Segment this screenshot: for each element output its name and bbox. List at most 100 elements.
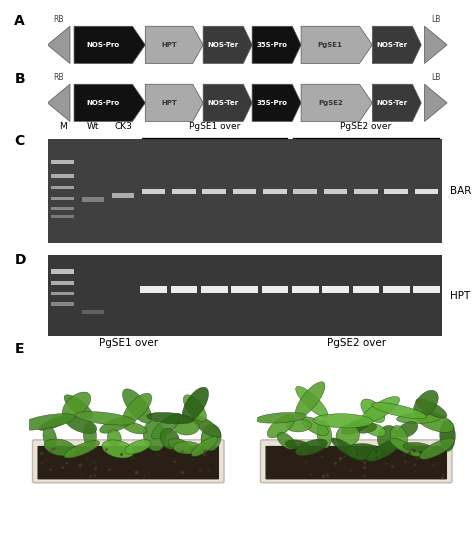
Polygon shape [252,26,301,63]
Ellipse shape [342,420,369,435]
Ellipse shape [43,426,57,448]
Bar [51,281,74,285]
Text: NOS-Ter: NOS-Ter [377,42,408,48]
Bar [322,286,349,293]
Title: PgSE1 over: PgSE1 over [99,338,158,348]
Bar [51,207,74,210]
Ellipse shape [62,392,91,418]
Bar [324,189,347,194]
Polygon shape [203,26,252,63]
Ellipse shape [313,414,373,428]
Bar [113,193,134,198]
Text: D: D [14,253,26,267]
Text: HPT: HPT [161,42,177,48]
Ellipse shape [123,389,152,423]
Text: PgSE1 over: PgSE1 over [189,122,240,131]
Text: PgSE2 over: PgSE2 over [340,122,391,131]
Text: BAR: BAR [450,187,471,196]
Ellipse shape [192,415,221,438]
Text: PgSE1: PgSE1 [318,42,343,48]
Ellipse shape [160,428,179,450]
Bar [231,286,258,293]
Ellipse shape [367,439,402,461]
Polygon shape [425,84,447,121]
Text: NOS-Ter: NOS-Ter [208,42,239,48]
Bar [82,197,104,202]
Text: HPT: HPT [450,291,470,301]
FancyBboxPatch shape [38,446,219,479]
Ellipse shape [414,390,438,418]
FancyBboxPatch shape [266,446,447,479]
Text: HPT: HPT [161,100,177,106]
Ellipse shape [83,423,96,447]
Bar [415,189,438,194]
Ellipse shape [331,438,363,461]
Title: PgSE2 over: PgSE2 over [327,338,386,348]
Ellipse shape [277,433,295,449]
Text: E: E [14,342,24,356]
Polygon shape [301,84,372,121]
Text: LB: LB [431,73,440,82]
Ellipse shape [182,387,209,422]
Ellipse shape [317,421,332,448]
Polygon shape [252,84,301,121]
Ellipse shape [201,424,221,451]
FancyBboxPatch shape [32,440,224,483]
Ellipse shape [168,439,191,452]
Ellipse shape [403,443,432,452]
Ellipse shape [285,440,309,450]
Ellipse shape [416,411,454,432]
Polygon shape [145,84,203,121]
Text: RB: RB [54,15,64,24]
Ellipse shape [125,440,151,454]
Polygon shape [48,26,70,63]
Ellipse shape [372,403,427,419]
Bar [413,286,440,293]
Polygon shape [425,26,447,63]
Bar [202,189,226,194]
Ellipse shape [440,420,455,451]
Bar [384,189,408,194]
Bar [292,286,319,293]
Text: Wt: Wt [87,122,99,131]
Text: RB: RB [54,73,64,82]
Text: NOS-Pro: NOS-Pro [87,42,120,48]
Ellipse shape [267,415,295,438]
Bar [263,189,287,194]
Text: 35S-Pro: 35S-Pro [257,42,288,48]
Text: CK3: CK3 [114,122,132,131]
Text: 35S-Pro: 35S-Pro [257,100,288,106]
Text: NOS-Pro: NOS-Pro [87,100,120,106]
Polygon shape [74,26,145,63]
Polygon shape [145,26,203,63]
Bar [201,286,228,293]
Bar [51,302,74,306]
Ellipse shape [123,422,147,434]
Ellipse shape [75,411,135,425]
Bar [294,189,317,194]
Bar [82,310,104,314]
Ellipse shape [100,416,133,433]
Text: NOS-Ter: NOS-Ter [377,100,408,106]
Ellipse shape [361,399,385,423]
Ellipse shape [397,413,441,423]
Polygon shape [74,84,145,121]
Polygon shape [372,26,421,63]
Ellipse shape [352,422,377,433]
Bar [51,292,74,295]
Ellipse shape [390,438,420,457]
Ellipse shape [390,426,408,450]
Bar [51,215,74,218]
Ellipse shape [378,426,399,451]
Ellipse shape [123,393,152,423]
Ellipse shape [44,439,76,456]
Bar [171,286,198,293]
Ellipse shape [174,419,199,435]
Bar [51,270,74,274]
Ellipse shape [416,399,447,418]
Text: NOS-Ter: NOS-Ter [208,100,239,106]
Ellipse shape [38,415,74,430]
Ellipse shape [302,417,328,435]
Ellipse shape [147,412,193,424]
Ellipse shape [173,441,201,454]
